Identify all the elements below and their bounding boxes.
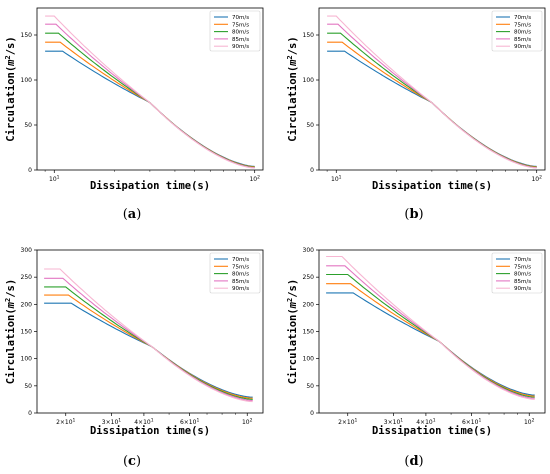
panel-caption: (a) — [123, 207, 142, 222]
legend-label: 90m/s — [232, 44, 249, 50]
x-tick-label: 101 — [49, 175, 60, 184]
chart-panel-1: 0 50 100 150 101 102 Dissipation time(s) Circul… — [286, 7, 546, 222]
series-line-70m/s — [326, 292, 535, 396]
y-tick-label: 150 — [303, 329, 315, 336]
y-tick-label: 100 — [21, 77, 33, 84]
y-axis-label: Circulation(m2/s) — [286, 36, 299, 141]
panel-caption: (d) — [404, 454, 423, 469]
series-line-70m/s — [327, 50, 537, 167]
series-line-70m/s — [45, 50, 255, 167]
x-tick-label: 2×101 — [338, 418, 357, 427]
legend-box — [491, 10, 543, 52]
series-line-80m/s — [45, 32, 255, 168]
series-line-80m/s — [327, 32, 537, 168]
y-tick-label: 50 — [306, 122, 314, 129]
y-tick-label: 0 — [310, 410, 314, 417]
x-axis-label: Dissipation time(s) — [90, 425, 210, 437]
x-tick-label: 2×101 — [56, 418, 75, 427]
x-axis-label: Dissipation time(s) — [372, 425, 492, 437]
series-line-75m/s — [326, 283, 535, 397]
x-tick-label: 6×101 — [462, 418, 481, 427]
y-tick-label: 150 — [21, 32, 33, 39]
y-tick-label: 100 — [303, 77, 315, 84]
legend-label: 80m/s — [232, 30, 249, 36]
series-line-90m/s — [326, 255, 535, 400]
legend-label: 75m/s — [232, 22, 249, 28]
legend-label: 70m/s — [232, 257, 249, 263]
panel-caption: (c) — [123, 454, 141, 469]
x-axis-label: Dissipation time(s) — [90, 180, 210, 192]
y-tick-label: 50 — [24, 383, 32, 390]
legend-label: 80m/s — [514, 30, 531, 36]
series-line-85m/s — [44, 277, 253, 402]
y-tick-label: 150 — [21, 329, 33, 336]
legend-label: 70m/s — [514, 257, 531, 263]
x-axis-label: Dissipation time(s) — [372, 180, 492, 192]
x-tick-label: 4×101 — [416, 418, 435, 427]
legend-label: 85m/s — [514, 279, 531, 285]
y-axis-label: Circulation(m2/s) — [4, 36, 17, 141]
y-tick-label: 300 — [21, 247, 33, 254]
legend-label: 85m/s — [514, 37, 531, 43]
y-tick-label: 200 — [21, 301, 33, 308]
chart-panel-2: 0 50 100 150 200 250 300 2×101 3×101 4×101 6×101 10… — [4, 247, 264, 469]
y-tick-label: 50 — [24, 122, 32, 129]
x-tick-label: 6×101 — [180, 418, 199, 427]
series-line-90m/s — [327, 15, 537, 169]
x-tick-label: 4×101 — [134, 418, 153, 427]
legend-label: 90m/s — [514, 286, 531, 292]
y-tick-label: 0 — [28, 410, 32, 417]
y-tick-label: 100 — [303, 356, 315, 363]
y-tick-label: 300 — [303, 247, 315, 254]
y-tick-label: 200 — [303, 301, 315, 308]
legend-label: 75m/s — [514, 264, 531, 270]
series-line-80m/s — [44, 286, 253, 400]
x-tick-label: 102 — [524, 418, 535, 427]
x-tick-label: 102 — [242, 418, 253, 427]
legend-label: 90m/s — [514, 44, 531, 50]
chart-panel-0: 0 50 100 150 101 102 Dissipation time(s) Circul… — [4, 7, 264, 222]
x-tick-label: 3×101 — [102, 418, 121, 427]
y-axis-label: Circulation(m2/s) — [4, 279, 17, 384]
legend-label: 80m/s — [514, 272, 531, 278]
chart-panel-3: 0 50 100 150 200 250 300 2×101 3×101 4×101 6×101 10… — [286, 247, 546, 469]
x-tick-label: 102 — [249, 175, 260, 184]
legend-label: 80m/s — [232, 272, 249, 278]
x-tick-label: 101 — [331, 175, 342, 184]
legend-box — [491, 252, 543, 294]
y-tick-label: 50 — [306, 383, 314, 390]
legend-label: 75m/s — [514, 22, 531, 28]
legend-box — [209, 252, 261, 294]
y-tick-label: 0 — [310, 167, 314, 174]
y-tick-label: 150 — [303, 32, 315, 39]
y-axis-label: Circulation(m2/s) — [286, 279, 299, 384]
legend-box — [209, 10, 261, 52]
legend-label: 85m/s — [232, 279, 249, 285]
y-tick-label: 250 — [303, 274, 315, 281]
y-tick-label: 100 — [21, 356, 33, 363]
series-line-90m/s — [45, 15, 255, 169]
y-tick-label: 0 — [28, 167, 32, 174]
legend-label: 70m/s — [232, 15, 249, 21]
legend-label: 85m/s — [232, 37, 249, 43]
legend-label: 70m/s — [514, 15, 531, 21]
legend-label: 90m/s — [232, 286, 249, 292]
panel-caption: (b) — [404, 207, 423, 222]
x-tick-label: 102 — [531, 175, 542, 184]
series-line-90m/s — [44, 268, 253, 403]
y-tick-label: 250 — [21, 274, 33, 281]
legend-label: 75m/s — [232, 264, 249, 270]
series-line-70m/s — [44, 302, 253, 398]
series-line-75m/s — [44, 294, 253, 399]
x-tick-label: 3×101 — [384, 418, 403, 427]
